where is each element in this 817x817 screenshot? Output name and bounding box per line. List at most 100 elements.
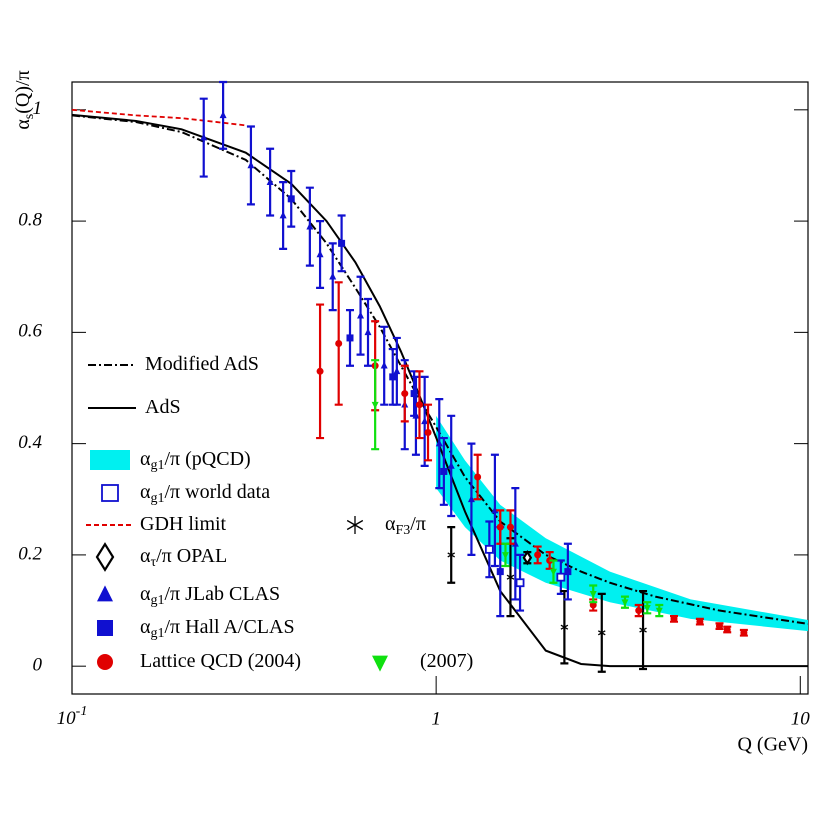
marker bbox=[371, 401, 379, 409]
legend-label-part: α bbox=[140, 583, 151, 605]
marker bbox=[655, 607, 663, 615]
marker bbox=[597, 628, 606, 637]
x-tick-label: 10 bbox=[791, 708, 811, 729]
y-axis-label-part: α bbox=[12, 119, 34, 130]
marker bbox=[389, 373, 397, 381]
marker bbox=[424, 429, 432, 437]
marker bbox=[715, 622, 723, 630]
legend-marker bbox=[346, 516, 364, 534]
marker bbox=[316, 367, 324, 375]
legend-label: ατ/π OPAL bbox=[140, 545, 227, 571]
marker bbox=[410, 390, 418, 398]
marker bbox=[560, 623, 569, 632]
marker bbox=[501, 552, 509, 560]
marker bbox=[279, 211, 287, 219]
marker bbox=[589, 591, 597, 599]
curve bbox=[71, 108, 246, 127]
x-tick-base: 10 bbox=[57, 708, 77, 729]
legend-label-part: g1 bbox=[150, 626, 164, 641]
legend-marker bbox=[97, 620, 113, 636]
marker bbox=[364, 328, 372, 336]
x-axis-label: Q (GeV) bbox=[737, 734, 808, 756]
legend-label-part: α bbox=[385, 513, 396, 535]
y-tick-label: 0.6 bbox=[18, 321, 42, 342]
marker bbox=[556, 572, 566, 582]
marker bbox=[515, 578, 525, 588]
legend-label: GDH limit bbox=[140, 513, 227, 535]
legend-label-part: g1 bbox=[150, 491, 164, 506]
marker bbox=[506, 573, 515, 582]
marker bbox=[534, 551, 542, 559]
legend-marker bbox=[372, 655, 388, 672]
marker bbox=[440, 467, 448, 475]
legend-label: αg1/π world data bbox=[140, 481, 270, 507]
legend-marker bbox=[97, 654, 113, 670]
legend-label-part: F3 bbox=[395, 523, 410, 538]
marker bbox=[380, 361, 388, 369]
marker bbox=[740, 629, 748, 637]
marker bbox=[467, 495, 475, 503]
legend-label: αg1/π JLab CLAS bbox=[140, 583, 280, 609]
legend-label-part: /π world data bbox=[164, 481, 270, 503]
marker bbox=[635, 607, 643, 615]
marker bbox=[447, 461, 455, 469]
legend-label-part: τ bbox=[150, 555, 156, 570]
marker bbox=[287, 195, 295, 203]
marker bbox=[200, 133, 208, 141]
y-tick-label: 0 bbox=[33, 655, 43, 676]
legend-swatch bbox=[90, 450, 130, 470]
legend-label-part: α bbox=[140, 481, 151, 503]
marker bbox=[549, 568, 557, 576]
legend-label-part: /π (pQCD) bbox=[164, 448, 250, 470]
x-tick-label: 10-1 bbox=[57, 704, 88, 729]
plot-frame bbox=[71, 81, 809, 695]
marker bbox=[496, 568, 504, 576]
legend-label-part: Modified AdS bbox=[145, 353, 259, 375]
marker bbox=[219, 111, 227, 119]
legend-label-part: /π Hall A/CLAS bbox=[164, 616, 294, 638]
marker bbox=[621, 599, 629, 607]
legend-label-part: /π OPAL bbox=[156, 545, 227, 567]
marker bbox=[401, 390, 409, 398]
legend-label: Lattice QCD (2004) bbox=[140, 650, 301, 672]
marker bbox=[643, 604, 651, 612]
y-tick-label: 0.8 bbox=[18, 209, 42, 230]
legend-label: αg1/π (pQCD) bbox=[140, 448, 251, 474]
marker bbox=[316, 250, 324, 258]
marker bbox=[335, 339, 343, 347]
legend-label-part: (2007) bbox=[420, 650, 473, 672]
marker bbox=[474, 473, 482, 481]
marker bbox=[266, 177, 274, 185]
legend-label-part: GDH limit bbox=[140, 513, 227, 535]
marker bbox=[415, 401, 423, 409]
marker bbox=[639, 626, 647, 635]
legend-label: AdS bbox=[145, 396, 181, 418]
marker bbox=[346, 334, 354, 342]
marker bbox=[393, 367, 401, 375]
marker bbox=[723, 625, 731, 633]
x-tick-label: 1 bbox=[431, 708, 441, 729]
marker bbox=[696, 618, 704, 626]
marker bbox=[506, 523, 514, 531]
marker bbox=[329, 272, 337, 280]
legend-marker bbox=[97, 585, 113, 602]
marker bbox=[564, 568, 572, 576]
legend-label-part: α bbox=[140, 616, 151, 638]
legend-marker bbox=[95, 542, 115, 572]
y-axis-label: αs(Q)/π bbox=[12, 70, 38, 129]
legend-label-part: /π bbox=[410, 513, 426, 535]
marker bbox=[338, 239, 346, 247]
marker bbox=[357, 311, 365, 319]
legend-label: αg1/π Hall A/CLAS bbox=[140, 616, 295, 642]
marker bbox=[670, 615, 678, 623]
x-tick-exponent: -1 bbox=[76, 704, 88, 719]
legend-label: (2007) bbox=[420, 650, 473, 672]
marker bbox=[435, 439, 443, 447]
legend-label-part: AdS bbox=[145, 396, 181, 418]
legend-label: αF3/π bbox=[385, 513, 426, 539]
y-tick-label: 0.2 bbox=[18, 543, 42, 564]
legend-label: Modified AdS bbox=[145, 353, 259, 375]
marker bbox=[247, 161, 255, 169]
legend-label-part: g1 bbox=[150, 458, 164, 473]
